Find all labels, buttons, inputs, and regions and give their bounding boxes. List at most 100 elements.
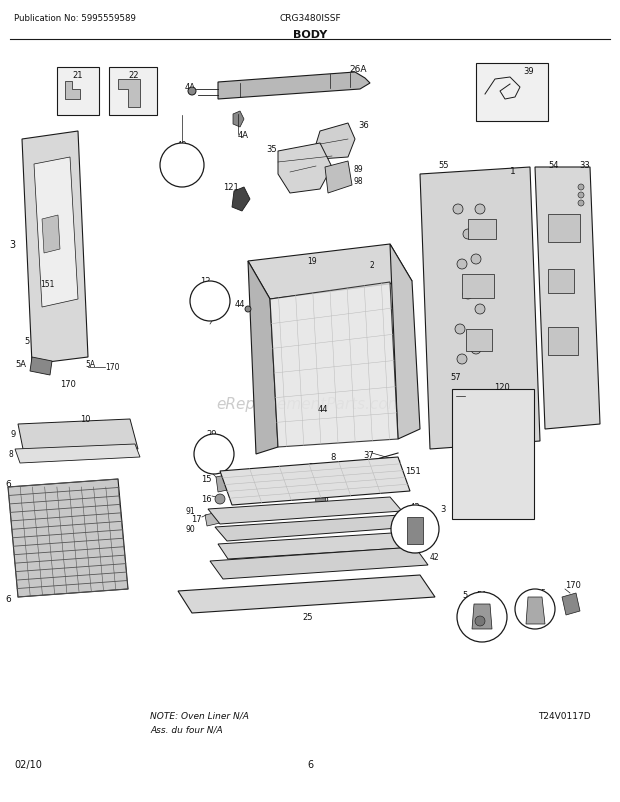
Circle shape bbox=[471, 345, 481, 354]
Text: 5A: 5A bbox=[477, 591, 487, 600]
Polygon shape bbox=[15, 444, 140, 464]
Circle shape bbox=[475, 305, 485, 314]
Bar bbox=[57, 68, 99, 115]
Polygon shape bbox=[30, 358, 52, 375]
Circle shape bbox=[160, 144, 204, 188]
Circle shape bbox=[463, 290, 473, 300]
Circle shape bbox=[453, 205, 463, 215]
Circle shape bbox=[245, 306, 251, 313]
Polygon shape bbox=[245, 476, 262, 494]
Text: 42: 42 bbox=[430, 553, 440, 561]
Text: BODY: BODY bbox=[293, 30, 327, 40]
Text: 12: 12 bbox=[200, 277, 211, 286]
Bar bbox=[466, 330, 492, 351]
Text: 90: 90 bbox=[185, 525, 195, 534]
Polygon shape bbox=[232, 188, 250, 212]
Text: 6: 6 bbox=[5, 595, 11, 604]
Polygon shape bbox=[218, 533, 418, 559]
Text: 98: 98 bbox=[354, 177, 363, 186]
Polygon shape bbox=[216, 475, 232, 492]
Text: 17: 17 bbox=[192, 515, 202, 524]
Polygon shape bbox=[208, 497, 402, 525]
Polygon shape bbox=[42, 216, 60, 253]
Text: 121: 121 bbox=[223, 184, 239, 192]
Text: 29: 29 bbox=[206, 430, 217, 439]
Text: 43: 43 bbox=[410, 503, 420, 512]
Polygon shape bbox=[233, 111, 244, 128]
Text: CRG3480ISSF: CRG3480ISSF bbox=[279, 14, 341, 23]
Text: 89: 89 bbox=[354, 165, 363, 174]
Text: 18: 18 bbox=[285, 271, 296, 280]
Polygon shape bbox=[8, 480, 128, 597]
Polygon shape bbox=[407, 517, 423, 545]
Text: Ass. du four N/A: Ass. du four N/A bbox=[150, 725, 223, 734]
Circle shape bbox=[475, 616, 485, 626]
Text: 151: 151 bbox=[405, 467, 421, 476]
Text: 59G: 59G bbox=[420, 537, 436, 546]
Text: 6: 6 bbox=[308, 463, 312, 472]
Text: 35: 35 bbox=[266, 144, 277, 153]
Circle shape bbox=[463, 229, 473, 240]
Bar bbox=[548, 327, 578, 355]
Text: 170: 170 bbox=[565, 581, 581, 589]
Circle shape bbox=[455, 325, 465, 334]
Bar bbox=[468, 220, 496, 240]
Polygon shape bbox=[315, 488, 326, 505]
Bar bbox=[462, 274, 494, 298]
Polygon shape bbox=[248, 245, 412, 300]
Polygon shape bbox=[562, 593, 580, 615]
Text: 91: 91 bbox=[185, 507, 195, 516]
Text: 2: 2 bbox=[370, 263, 375, 272]
Polygon shape bbox=[18, 419, 138, 455]
Text: 86: 86 bbox=[318, 495, 329, 504]
Polygon shape bbox=[248, 261, 278, 455]
Text: 8: 8 bbox=[312, 481, 317, 490]
Polygon shape bbox=[205, 512, 220, 526]
Polygon shape bbox=[22, 132, 88, 365]
Text: 39: 39 bbox=[523, 67, 534, 76]
Text: 6: 6 bbox=[307, 759, 313, 769]
Text: 21: 21 bbox=[72, 71, 82, 80]
Bar bbox=[476, 64, 548, 122]
Circle shape bbox=[515, 589, 555, 630]
Polygon shape bbox=[472, 604, 492, 630]
Text: 26A: 26A bbox=[349, 66, 366, 75]
Text: 3: 3 bbox=[9, 240, 15, 249]
Bar bbox=[109, 68, 157, 115]
Text: 36: 36 bbox=[358, 121, 369, 131]
Text: 44: 44 bbox=[235, 300, 246, 309]
Text: 151: 151 bbox=[40, 280, 55, 290]
Text: 4A: 4A bbox=[238, 131, 249, 140]
Text: 170: 170 bbox=[105, 363, 120, 372]
Circle shape bbox=[190, 282, 230, 322]
Polygon shape bbox=[420, 168, 540, 449]
Circle shape bbox=[457, 354, 467, 365]
Text: 02/10: 02/10 bbox=[14, 759, 42, 769]
Text: 22: 22 bbox=[128, 71, 138, 80]
Text: NOTE: Oven Liner N/A: NOTE: Oven Liner N/A bbox=[150, 711, 249, 720]
Text: 19: 19 bbox=[307, 257, 317, 266]
Text: 2: 2 bbox=[370, 261, 374, 270]
Circle shape bbox=[391, 505, 439, 553]
Text: 58G: 58G bbox=[456, 390, 471, 399]
Text: 55: 55 bbox=[438, 161, 448, 170]
Circle shape bbox=[578, 184, 584, 191]
Text: T24V0117D: T24V0117D bbox=[538, 711, 591, 720]
Text: Publication No: 5995559589: Publication No: 5995559589 bbox=[14, 14, 136, 23]
Text: 57: 57 bbox=[450, 373, 461, 382]
Bar bbox=[548, 215, 580, 243]
Circle shape bbox=[578, 192, 584, 199]
Polygon shape bbox=[390, 245, 420, 439]
Text: 14: 14 bbox=[248, 473, 259, 482]
Text: 9: 9 bbox=[10, 430, 16, 439]
Polygon shape bbox=[316, 124, 355, 160]
Text: 10: 10 bbox=[80, 415, 91, 424]
Polygon shape bbox=[178, 575, 435, 614]
Polygon shape bbox=[65, 82, 80, 100]
Text: 4A: 4A bbox=[185, 83, 196, 92]
Circle shape bbox=[457, 260, 467, 269]
Polygon shape bbox=[210, 547, 428, 579]
Text: 33: 33 bbox=[579, 161, 590, 170]
Polygon shape bbox=[220, 457, 410, 505]
Polygon shape bbox=[270, 282, 398, 448]
